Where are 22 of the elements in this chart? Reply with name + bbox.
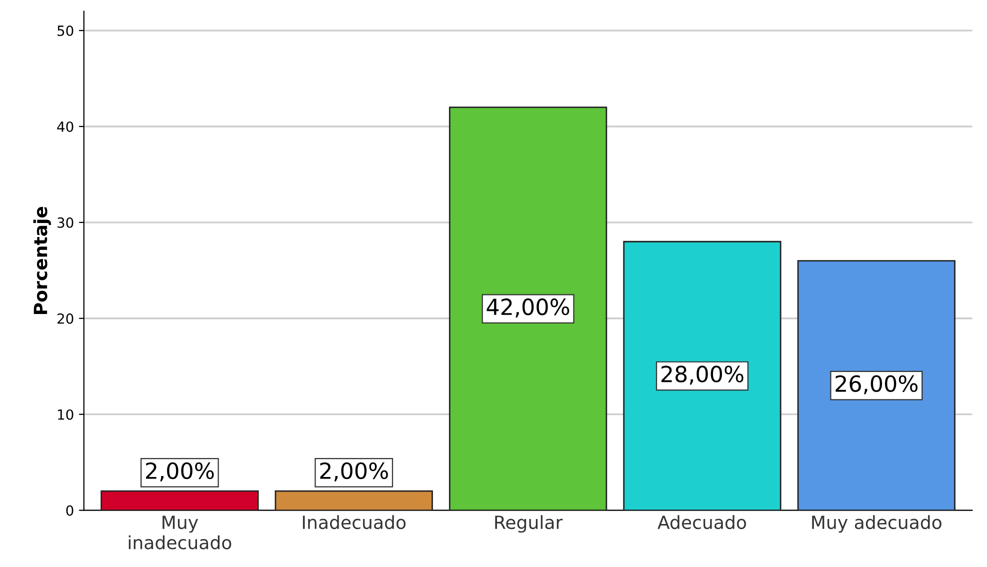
bar (623, 240, 782, 510)
bar (448, 106, 608, 510)
data-label: 2,00% (320, 462, 388, 482)
bar (100, 490, 259, 510)
y-tick-label: 10 (58, 409, 74, 420)
bar (797, 260, 956, 510)
x-tick-label: Regular (495, 515, 563, 533)
x-tick-label: Adecuado (658, 515, 746, 530)
data-label: 26,00% (836, 375, 918, 394)
y-tick-label: 40 (57, 121, 74, 132)
y-tick-label: 0 (66, 505, 74, 516)
y-axis-title: Porcentaje (33, 206, 51, 314)
data-label: 42,00% (486, 298, 570, 318)
data-label: 2,00% (146, 462, 214, 482)
x-tick-label: Muy inadecuado (128, 516, 232, 550)
y-tick-label: 30 (58, 217, 74, 228)
x-tick-label: Muy adecuado (812, 515, 942, 533)
data-label: 28,00% (661, 366, 744, 385)
y-tick-label: 20 (58, 313, 74, 324)
bar (274, 490, 433, 510)
y-tick-label: 50 (58, 26, 74, 36)
x-tick-label: Inadecuado (302, 515, 406, 530)
